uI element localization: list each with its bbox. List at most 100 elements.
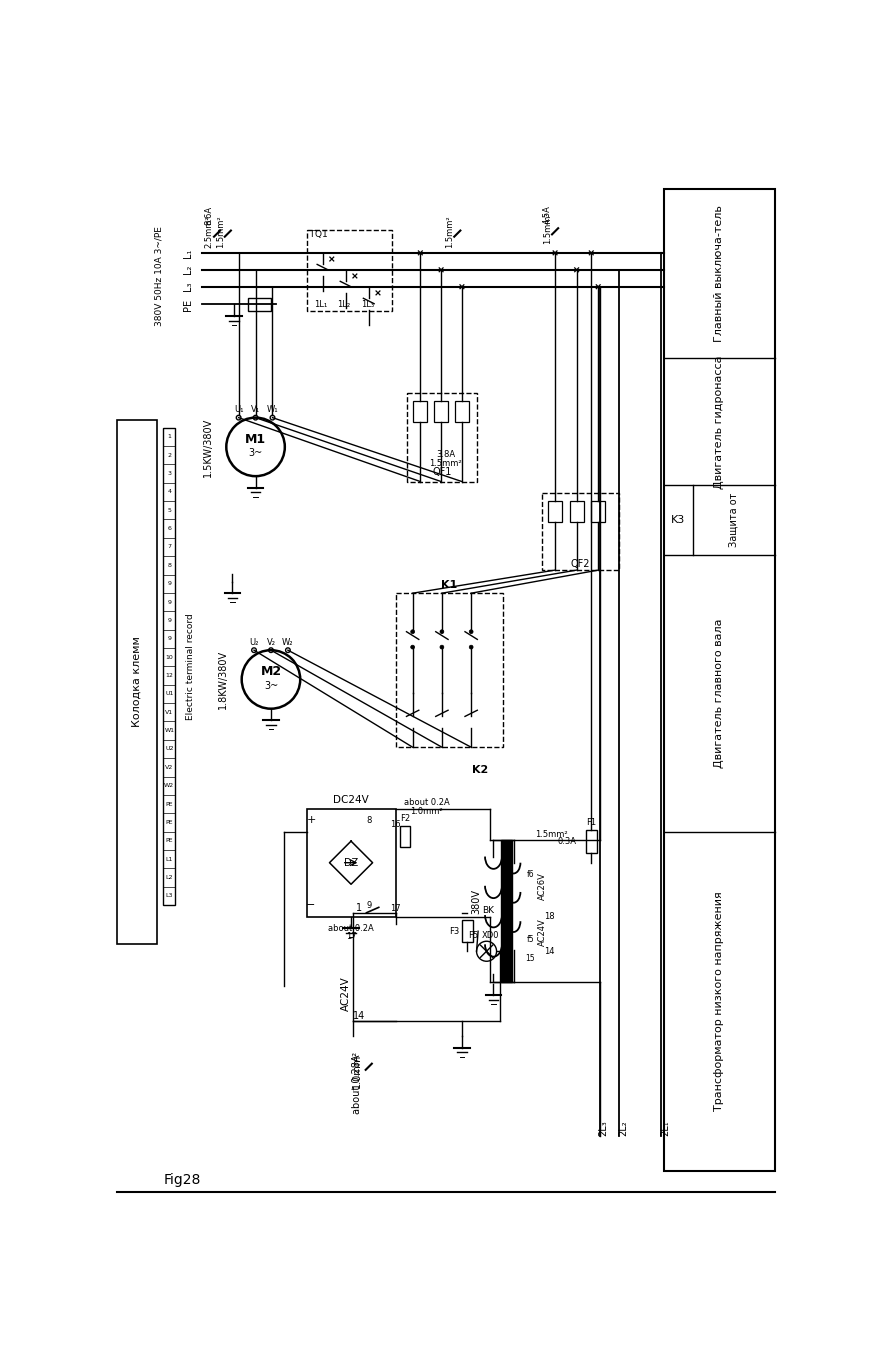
Text: 1.5mm²: 1.5mm²: [535, 830, 567, 838]
Text: about 0.2A: about 0.2A: [403, 798, 449, 807]
Text: 1.0mm²: 1.0mm²: [352, 1050, 362, 1088]
Text: Electric terminal record: Electric terminal record: [186, 613, 195, 720]
Text: QF2: QF2: [571, 559, 590, 568]
Text: 2.5mm²: 2.5mm²: [205, 215, 214, 247]
Bar: [548, 501, 562, 522]
Text: L₂: L₂: [182, 265, 193, 274]
Text: V₂: V₂: [267, 639, 275, 647]
Text: XD0: XD0: [481, 931, 499, 941]
Text: BK: BK: [482, 906, 494, 915]
Text: 8: 8: [366, 815, 371, 825]
Text: Двигатель гидронасса: Двигатель гидронасса: [714, 355, 725, 489]
Text: f5: f5: [527, 936, 534, 944]
Text: 3~: 3~: [249, 448, 262, 458]
Text: V1: V1: [165, 710, 174, 714]
Bar: [501, 840, 512, 981]
Text: 15: 15: [526, 954, 535, 964]
Text: L2: L2: [166, 875, 173, 880]
Text: 9: 9: [168, 582, 171, 586]
Text: 17: 17: [346, 931, 356, 941]
Bar: [248, 298, 271, 311]
Text: 1.5mm²: 1.5mm²: [445, 215, 454, 247]
Text: Трансформатор низкого напряжения: Трансформатор низкого напряжения: [714, 891, 725, 1111]
Text: 1.0mm²: 1.0mm²: [410, 807, 443, 817]
Text: PE: PE: [166, 819, 173, 825]
Text: Защита от: Защита от: [728, 493, 739, 547]
Text: F1: F1: [587, 818, 596, 828]
Text: 14: 14: [353, 1011, 365, 1021]
Text: M2: M2: [261, 666, 282, 678]
Bar: [414, 401, 428, 423]
Text: K2: K2: [472, 765, 488, 775]
Text: AC24V: AC24V: [538, 918, 547, 946]
Bar: [117, 420, 157, 944]
Text: Главный выключа-тель: Главный выключа-тель: [714, 205, 725, 342]
Bar: [307, 809, 395, 917]
Text: 2L₂: 2L₂: [618, 1120, 627, 1137]
Bar: [591, 501, 605, 522]
Text: PE: PE: [166, 802, 173, 806]
Text: Двигатель главного вала: Двигатель главного вала: [714, 618, 725, 768]
Text: 2L₃: 2L₃: [599, 1120, 608, 1137]
Text: Колодка клемм: Колодка клемм: [132, 636, 142, 728]
Text: W₁: W₁: [267, 405, 278, 414]
Text: 9: 9: [168, 599, 171, 605]
Text: Fig28: Fig28: [163, 1173, 201, 1187]
Text: 9: 9: [366, 900, 371, 910]
Text: 18: 18: [544, 913, 555, 921]
Text: 10: 10: [165, 655, 173, 660]
Text: U₁: U₁: [234, 405, 243, 414]
Text: −: −: [306, 900, 315, 910]
Bar: [434, 401, 448, 423]
Text: F2: F2: [400, 814, 410, 822]
Bar: [307, 230, 392, 310]
Circle shape: [440, 629, 444, 633]
Text: 4.5A: 4.5A: [543, 205, 552, 224]
Text: 1: 1: [168, 435, 171, 439]
Text: 5: 5: [168, 508, 171, 513]
Text: 1.5KW/380V: 1.5KW/380V: [202, 417, 213, 477]
Text: 3: 3: [168, 471, 171, 477]
Text: 8: 8: [168, 563, 171, 568]
Text: 1.5mm²: 1.5mm²: [216, 215, 225, 247]
Bar: [570, 501, 584, 522]
Bar: [163, 428, 176, 904]
Text: 0.3A: 0.3A: [557, 837, 576, 846]
Text: 1L₂: 1L₂: [337, 300, 351, 309]
Circle shape: [469, 629, 473, 633]
Text: 6: 6: [168, 526, 171, 531]
Text: 4: 4: [168, 490, 171, 494]
Text: 14: 14: [545, 946, 555, 956]
Text: 9: 9: [168, 636, 171, 641]
Text: PE: PE: [182, 298, 193, 311]
Text: 1: 1: [355, 903, 362, 913]
Text: 8.6A: 8.6A: [205, 207, 214, 225]
Text: L₃: L₃: [182, 282, 193, 292]
Text: U1: U1: [165, 691, 174, 697]
Text: 12: 12: [165, 674, 173, 678]
Text: V₁: V₁: [251, 405, 260, 414]
Text: f6: f6: [527, 869, 534, 879]
Circle shape: [411, 629, 415, 633]
Text: L1: L1: [166, 857, 173, 861]
Text: 2L₁: 2L₁: [660, 1120, 670, 1137]
Text: AC26V: AC26V: [538, 872, 547, 899]
Text: K3: K3: [670, 516, 685, 525]
Text: F3: F3: [449, 926, 460, 936]
Text: 2: 2: [168, 452, 171, 458]
Text: 1.5mm²: 1.5mm²: [429, 459, 462, 467]
Text: 3.8A: 3.8A: [436, 450, 455, 459]
Text: 1.8KW/380V: 1.8KW/380V: [218, 649, 229, 709]
Bar: [395, 593, 503, 747]
Text: V2: V2: [165, 765, 174, 769]
Text: AC24V: AC24V: [341, 976, 351, 1011]
Bar: [408, 393, 476, 482]
Text: L3: L3: [166, 894, 173, 898]
Text: W₂: W₂: [282, 639, 294, 647]
Text: U2: U2: [165, 747, 174, 752]
Text: W1: W1: [164, 728, 175, 733]
Text: M1: M1: [245, 433, 266, 446]
Text: about 0.2A: about 0.2A: [328, 923, 374, 933]
Text: 1L₃: 1L₃: [361, 300, 374, 309]
Bar: [462, 921, 473, 942]
